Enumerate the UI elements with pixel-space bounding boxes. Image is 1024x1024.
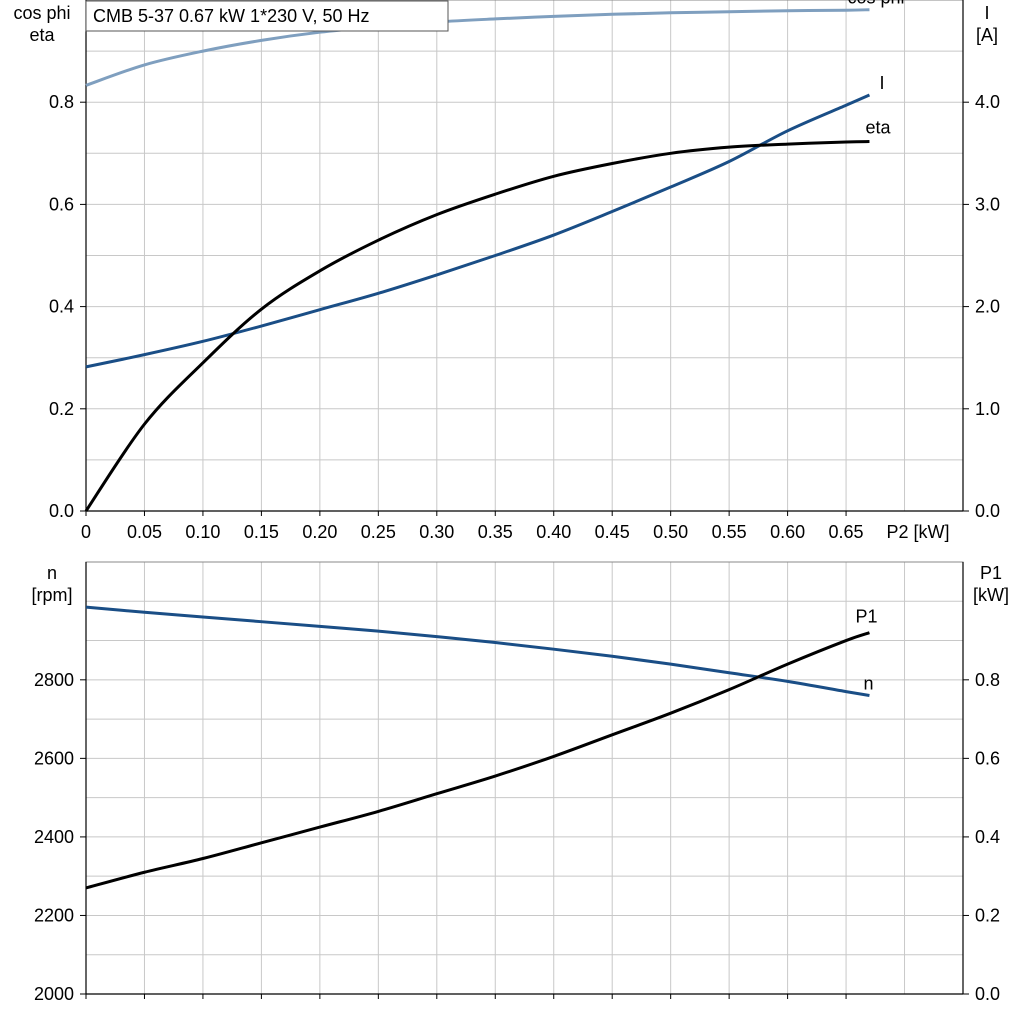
series-label-p1: P1 <box>855 607 877 627</box>
top-right-y-tick-label: 3.0 <box>975 194 1000 214</box>
series-line-cos-phi <box>85 8 870 87</box>
top-right-y-tick-label: 1.0 <box>975 399 1000 419</box>
top-left-y-tick-label: 0.6 <box>49 194 74 214</box>
x-tick-label: 0.15 <box>244 522 279 542</box>
series-line-i <box>85 93 871 369</box>
bottom-right-axis-label-line1: P1 <box>980 563 1002 583</box>
bottom-grid <box>86 562 963 994</box>
x-tick-label: 0.45 <box>595 522 630 542</box>
x-tick-label: 0 <box>81 522 91 542</box>
top-right-y-tick-label: 0.0 <box>975 501 1000 521</box>
bottom-left-y-tick-label: 2200 <box>34 905 74 925</box>
bottom-left-axis-label-line1: n <box>47 563 57 583</box>
top-left-axis-label-line1: cos phi <box>13 3 70 23</box>
top-right-axis-label-line1: I <box>984 3 989 23</box>
top-right-y-tick-label: 2.0 <box>975 297 1000 317</box>
x-tick-label: 0.30 <box>419 522 454 542</box>
x-tick-label: 0.25 <box>361 522 396 542</box>
bottom-right-y-tick-label: 0.4 <box>975 827 1000 847</box>
top-left-y-tick-label: 0.4 <box>49 297 74 317</box>
top-left-y-tick-label: 0.2 <box>49 399 74 419</box>
top-left-axis-label-line2: eta <box>29 25 55 45</box>
x-tick-label: 0.65 <box>829 522 864 542</box>
bottom-left-y-tick-label: 2800 <box>34 670 74 690</box>
series-label-n: n <box>863 674 873 694</box>
bottom-left-y-tick-label: 2400 <box>34 827 74 847</box>
bottom-right-y-tick-label: 0.2 <box>975 905 1000 925</box>
top-right-axis-label-line2: [A] <box>976 25 998 45</box>
top-grid <box>86 0 963 511</box>
series-line-n <box>85 605 870 698</box>
bottom-left-axis-label-line2: [rpm] <box>31 585 72 605</box>
bottom-left-y-tick-label: 2600 <box>34 748 74 768</box>
bottom-right-axis-label-line2: [kW] <box>973 585 1009 605</box>
chart-title: CMB 5-37 0.67 kW 1*230 V, 50 Hz <box>93 6 369 26</box>
x-tick-label: 0.10 <box>185 522 220 542</box>
top-left-y-tick-label: 0.8 <box>49 92 74 112</box>
title-box <box>85 0 449 32</box>
top-x-axis-label: P2 [kW] <box>886 522 949 542</box>
bottom-left-y-tick-label: 2000 <box>34 984 74 1004</box>
x-tick-label: 0.05 <box>127 522 162 542</box>
series-lines <box>84 8 871 890</box>
bottom-right-y-tick-label: 0.0 <box>975 984 1000 1004</box>
top-left-y-tick-label: 0.0 <box>49 501 74 521</box>
series-line-eta <box>84 140 870 512</box>
x-tick-label: 0.50 <box>653 522 688 542</box>
series-label-i: I <box>879 73 884 93</box>
x-tick-label: 0.20 <box>302 522 337 542</box>
series-label-eta: eta <box>865 118 891 138</box>
series-label-cos-phi: cos phi <box>847 0 904 8</box>
bottom-right-y-tick-label: 0.8 <box>975 670 1000 690</box>
series-line-p1 <box>85 631 870 890</box>
tick-labels: 0 0.05 0.10 0.15 0.20 0.25 0.30 0.35 0.40 0.45 0.5… <box>34 92 1000 1004</box>
x-tick-label: 0.35 <box>478 522 513 542</box>
bottom-plot-frame <box>85 561 964 995</box>
bottom-right-y-tick-label: 0.6 <box>975 748 1000 768</box>
top-right-y-tick-label: 4.0 <box>975 92 1000 112</box>
x-tick-label: 0.55 <box>712 522 747 542</box>
x-tick-label: 0.40 <box>536 522 571 542</box>
x-tick-label: 0.60 <box>770 522 805 542</box>
